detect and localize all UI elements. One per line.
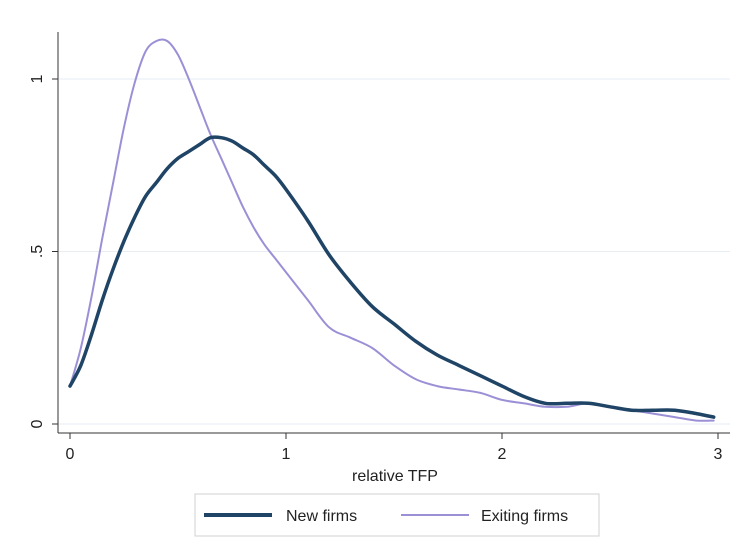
x-axis: 0 1 2 3	[58, 432, 730, 463]
series-line-new-firms	[68, 135, 716, 419]
grid-lines	[59, 78, 730, 425]
y-tick-label-0: 0	[29, 419, 46, 428]
x-tick-label-3: 3	[714, 446, 723, 463]
series-line-exiting-firms	[69, 38, 715, 422]
y-tick-label-1: .5	[29, 245, 46, 258]
legend: New firms Exiting firms	[194, 493, 600, 537]
x-tick-label-2: 2	[498, 446, 507, 463]
x-tick-label-0: 0	[66, 446, 75, 463]
series-layer	[68, 38, 716, 422]
legend-label-exiting-firms: Exiting firms	[481, 508, 568, 525]
legend-label-new-firms: New firms	[286, 508, 357, 525]
y-tick-label-2: 1	[29, 74, 46, 83]
x-tick-label-1: 1	[282, 446, 291, 463]
y-axis: 0.51	[29, 32, 59, 433]
x-axis-title: relative TFP	[352, 468, 438, 485]
